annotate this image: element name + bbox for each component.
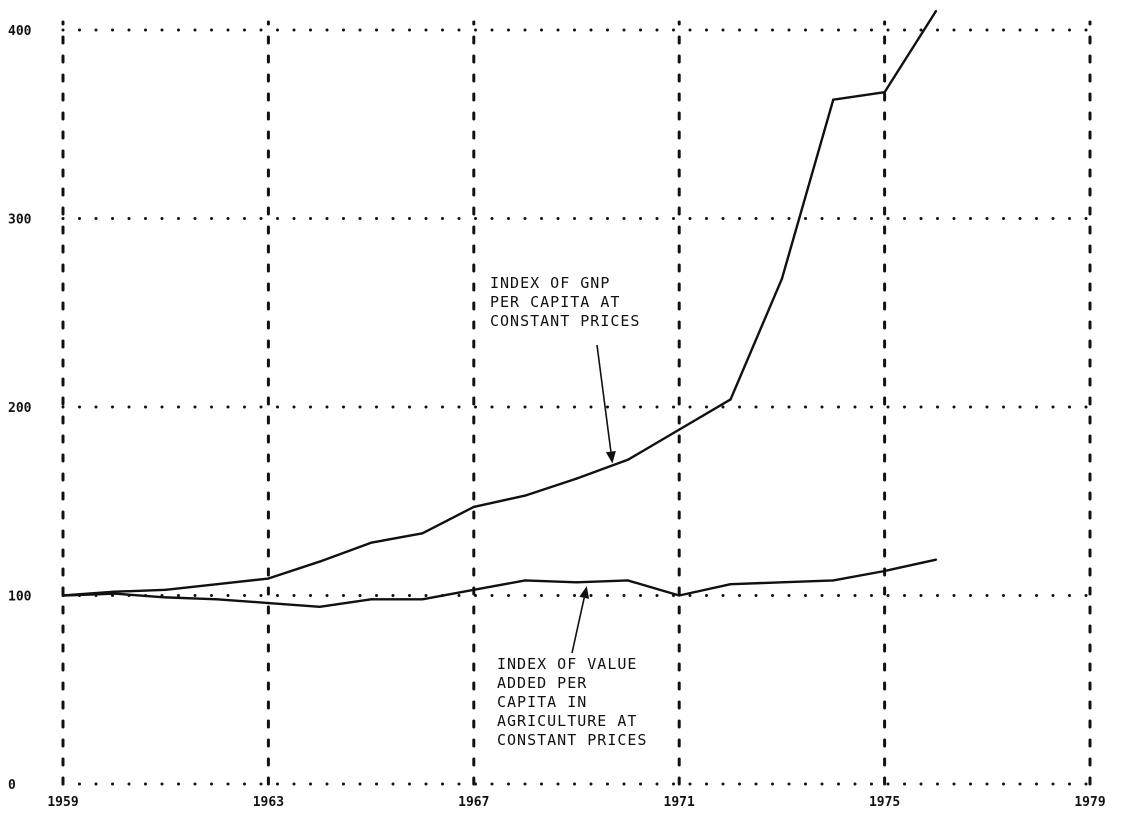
data-point-gnp-1966 xyxy=(421,532,424,535)
data-point-agriculture-1969 xyxy=(575,581,578,584)
data-point-gnp-1976 xyxy=(934,9,938,13)
annotation-line: CONSTANT PRICES xyxy=(497,731,647,749)
data-point-agriculture-1963 xyxy=(267,601,270,605)
data-point-gnp-1968 xyxy=(523,494,527,497)
x-tick-label-1967: 1967 xyxy=(458,795,489,810)
annotation-arrowhead-gnp-label xyxy=(605,451,616,464)
data-point-agriculture-1959 xyxy=(61,594,65,597)
annotation-line: AGRICULTURE AT xyxy=(497,712,637,730)
y-tick-label-200: 200 xyxy=(8,401,32,416)
data-point-agriculture-1975 xyxy=(883,569,886,573)
data-point-gnp-1962 xyxy=(215,582,219,586)
data-point-agriculture-1964 xyxy=(318,605,321,609)
data-point-gnp-1969 xyxy=(575,477,578,480)
data-point-gnp-1963 xyxy=(267,577,270,580)
data-point-agriculture-1968 xyxy=(523,579,527,582)
data-point-gnp-1964 xyxy=(318,560,321,563)
annotation-line: INDEX OF VALUE xyxy=(497,655,637,673)
x-tick-label-1959: 1959 xyxy=(47,795,78,810)
x-tick-label-1963: 1963 xyxy=(253,795,284,810)
annotation-gnp-label: INDEX OF GNP PER CAPITA AT CONSTANT PRICES xyxy=(490,274,640,330)
x-tick-label-1971: 1971 xyxy=(664,795,695,810)
data-point-agriculture-1971 xyxy=(678,594,681,597)
data-point-agriculture-1960 xyxy=(113,592,116,595)
data-point-agriculture-1972 xyxy=(729,582,732,586)
annotation-line: CONSTANT PRICES xyxy=(490,312,640,330)
annotation-arrow-gnp-label xyxy=(596,344,612,452)
y-tick-label-100: 100 xyxy=(8,590,32,605)
data-point-agriculture-1973 xyxy=(780,581,784,584)
annotation-line: ADDED PER xyxy=(497,674,587,692)
data-point-agriculture-1976 xyxy=(934,558,938,561)
y-tick-label-400: 400 xyxy=(8,24,32,39)
data-point-gnp-1973 xyxy=(780,277,784,281)
x-axis-tick-labels: 1959 1963 1967 1971 1975 1979 xyxy=(47,795,1105,810)
annotation-arrow-agriculture-label xyxy=(571,597,585,654)
data-point-gnp-1961 xyxy=(164,588,167,592)
data-point-gnp-1970 xyxy=(626,458,630,461)
x-tick-label-1979: 1979 xyxy=(1074,795,1105,810)
data-point-gnp-1965 xyxy=(369,541,373,544)
series-line-gnp xyxy=(62,10,937,597)
series-lines xyxy=(61,9,938,609)
data-point-gnp-1972 xyxy=(729,398,732,401)
x-tick-label-1975: 1975 xyxy=(869,795,900,810)
data-point-agriculture-1974 xyxy=(832,579,835,582)
annotation-line: INDEX OF GNP xyxy=(490,274,610,292)
annotation-line: PER CAPITA AT xyxy=(490,293,620,311)
data-point-gnp-1971 xyxy=(678,428,681,431)
data-point-agriculture-1966 xyxy=(421,598,424,601)
data-point-agriculture-1961 xyxy=(164,596,167,599)
data-point-agriculture-1967 xyxy=(472,588,475,592)
annotation-agriculture-label: INDEX OF VALUE ADDED PER CAPITA IN AGRICULT… xyxy=(497,655,647,749)
y-tick-label-0: 0 xyxy=(8,778,16,793)
data-point-gnp-1974 xyxy=(832,98,835,101)
y-axis-tick-labels: 0 100 200 300 400 xyxy=(8,24,32,793)
data-point-agriculture-1970 xyxy=(626,579,630,582)
annotation-line: CAPITA IN xyxy=(497,693,587,711)
data-point-agriculture-1962 xyxy=(215,598,219,601)
annotation-arrowhead-agriculture-label xyxy=(579,586,590,599)
vertical-gridlines xyxy=(61,20,1092,786)
data-point-gnp-1967 xyxy=(472,505,475,509)
annotations: INDEX OF GNP PER CAPITA AT CONSTANT PRICES… xyxy=(490,274,647,749)
data-point-gnp-1975 xyxy=(883,91,886,94)
data-point-agriculture-1965 xyxy=(369,598,373,601)
y-tick-label-300: 300 xyxy=(8,213,32,228)
series-line-agriculture xyxy=(62,558,937,609)
data-point-gnp-1960 xyxy=(113,590,116,593)
